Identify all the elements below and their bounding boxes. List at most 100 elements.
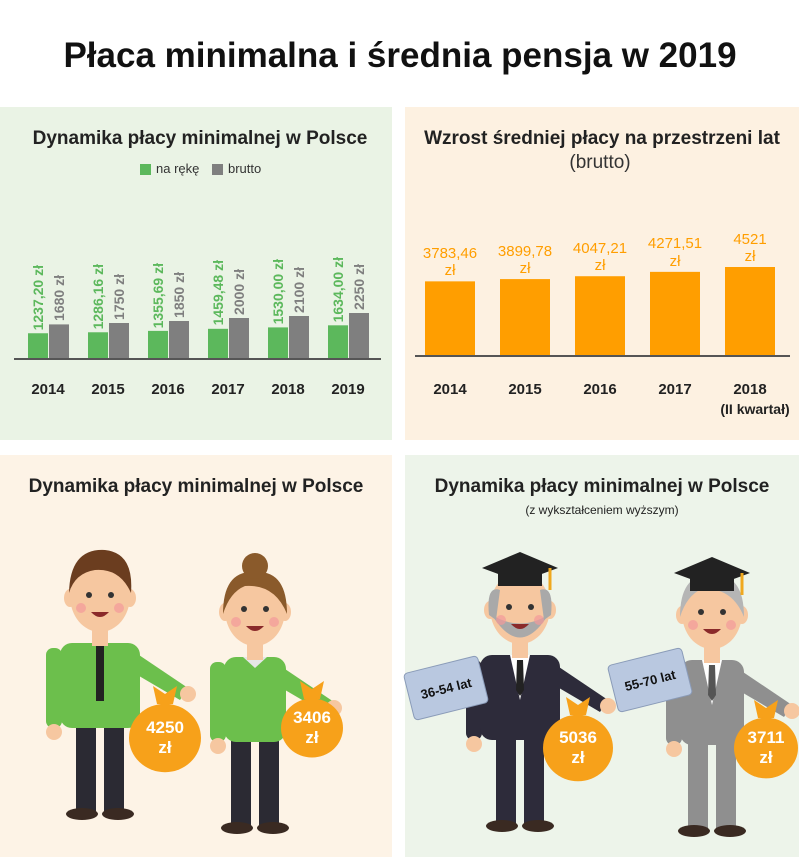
bar (148, 330, 168, 358)
value-label: 4521 zł (733, 230, 767, 265)
x-tick-label: 2019 (331, 381, 365, 398)
hand (784, 703, 799, 719)
hair (69, 549, 132, 593)
tie (516, 660, 524, 696)
bar (229, 318, 249, 358)
shoe (66, 808, 98, 820)
eye (108, 592, 114, 598)
legend-swatch (140, 164, 151, 175)
cheek (688, 620, 698, 630)
cheek (269, 617, 279, 627)
hand (666, 741, 682, 757)
x-tick-label: 2018 (271, 381, 305, 398)
shoe (102, 808, 134, 820)
legend-swatch (212, 164, 223, 175)
bar (289, 316, 309, 358)
leg (259, 732, 279, 827)
shoe (486, 820, 518, 832)
bag-amount: 4250 zł (146, 718, 184, 757)
bag-neck (153, 686, 177, 704)
head (682, 577, 742, 649)
bar (49, 324, 69, 358)
hand (600, 698, 616, 714)
x-tick-label: 2015 (508, 381, 542, 398)
shoe (714, 825, 746, 837)
x-tick-label: 2016 (583, 381, 617, 398)
person (466, 552, 616, 832)
page-title: Płaca minimalna i średnia pensja w 2019 (63, 36, 737, 75)
bar (28, 333, 48, 358)
mouth (511, 624, 529, 629)
money-bag (543, 714, 613, 782)
value-label: 1750 zł (111, 274, 127, 320)
bag-amount: 3406 zł (293, 708, 331, 747)
value-label: 1530,00 zł (270, 259, 286, 325)
person (210, 553, 342, 834)
legend-label: brutto (228, 161, 262, 176)
bag-neck (754, 700, 778, 718)
eye (241, 606, 247, 612)
value-label: 4047,21 zł (572, 239, 628, 274)
panel-bg (0, 107, 392, 440)
x-tick-label: 2018 (733, 381, 767, 398)
mouth (703, 629, 721, 634)
bar (650, 271, 700, 355)
bar (208, 328, 228, 358)
mouth (246, 626, 264, 631)
bar (725, 267, 775, 355)
bar (349, 313, 369, 358)
bar (109, 323, 129, 358)
value-label: 2000 zł (231, 269, 247, 315)
sign-board (403, 655, 489, 721)
value-label: 2100 zł (291, 267, 307, 313)
mouth (91, 612, 109, 617)
arm (46, 648, 62, 728)
bag-amount: 5036 zł (559, 728, 597, 767)
leg (104, 718, 124, 813)
panel-title: Dynamika płacy minimalnej w Polsce (28, 476, 364, 497)
leg (496, 730, 516, 825)
hand (466, 736, 482, 752)
bag-neck (300, 681, 324, 699)
chart-title: Wzrost średniej płacy na przestrzeni lat (424, 128, 780, 149)
value-label: 1286,16 zł (90, 263, 106, 330)
x-tick-label: 2017 (211, 381, 245, 398)
value-label: 4271,51 zł (647, 235, 703, 270)
value-label: 1237,20 zł (30, 264, 46, 331)
head (70, 560, 130, 632)
arm (210, 662, 226, 742)
bar (169, 321, 189, 358)
cap-base (690, 577, 734, 591)
leg (688, 735, 708, 830)
hair-bun (242, 553, 268, 579)
shoe (522, 820, 554, 832)
eye (506, 604, 512, 610)
value-label: 1355,69 zł (150, 262, 166, 328)
x-tick-label: 2016 (151, 381, 185, 398)
value-label: 3783,46 zł (422, 244, 478, 280)
x-tick-label: 2014 (433, 381, 467, 398)
x-tick-label: 2015 (91, 381, 125, 398)
cheek (534, 615, 544, 625)
hand (180, 686, 196, 702)
hand (210, 738, 226, 754)
cheek (726, 620, 736, 630)
person (46, 549, 196, 820)
chart-title: Dynamika płacy minimalnej w Polsce (32, 128, 368, 149)
cheek (496, 615, 506, 625)
eye (86, 592, 92, 598)
money-bag (734, 717, 798, 779)
tie (96, 646, 104, 701)
panel-subtitle: (z wykształceniem wyższym) (525, 503, 679, 517)
bar (575, 276, 625, 355)
bag-neck (566, 697, 590, 715)
bar (88, 332, 108, 358)
cap-base (498, 572, 542, 586)
cheek (114, 603, 124, 613)
legend-label: na rękę (156, 161, 200, 176)
value-label: 2250 zł (351, 264, 367, 310)
cheek (231, 617, 241, 627)
arm (554, 665, 608, 712)
sign-board (607, 647, 693, 713)
